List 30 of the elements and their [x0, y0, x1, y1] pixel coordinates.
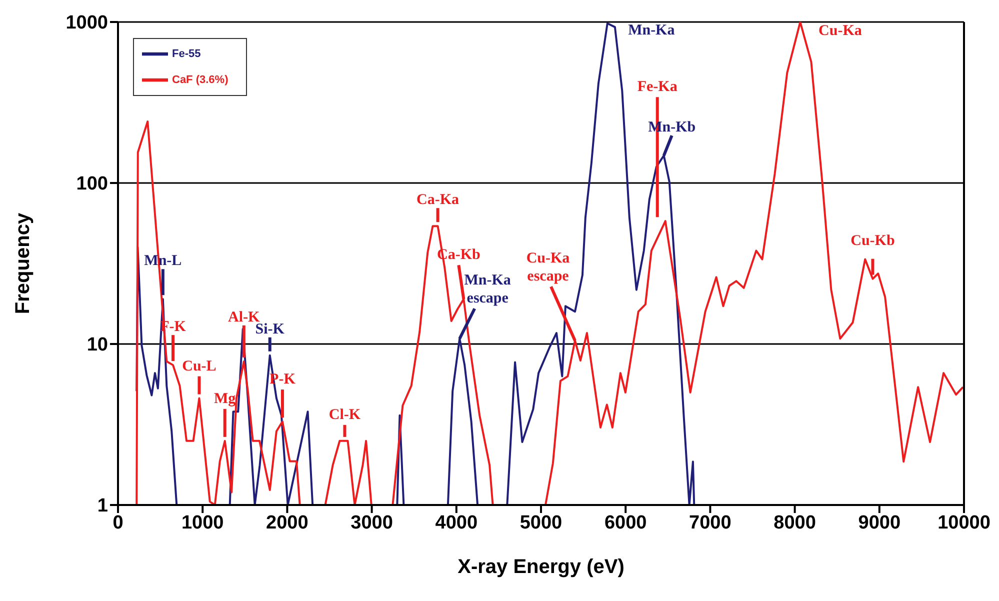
- x-tick-label: 1000: [181, 512, 224, 534]
- y-tick-label: 100: [76, 174, 108, 195]
- x-tick-label: 6000: [604, 512, 647, 534]
- annotation: Cu-Ka escape: [526, 250, 570, 285]
- legend-label: Fe-55: [172, 48, 201, 60]
- x-tick-label: 0: [112, 512, 124, 534]
- x-tick-label: 7000: [689, 512, 732, 534]
- annotation: Si-K: [255, 321, 285, 338]
- annotation: Fe-Ka: [637, 79, 678, 96]
- x-tick-label: 9000: [858, 512, 901, 534]
- x-tick-label: 10000: [938, 512, 990, 534]
- legend-label: CaF (3.6%): [172, 74, 228, 86]
- y-tick-label: 1: [97, 496, 108, 517]
- x-tick-label: 5000: [520, 512, 562, 534]
- annotation: Cu-Ka: [818, 23, 862, 39]
- x-tick-label: 3000: [350, 512, 393, 534]
- y-tick-label: 1000: [66, 12, 108, 34]
- x-axis-title: X-ray Energy (eV): [458, 556, 624, 578]
- annotation: Mn-Ka: [628, 22, 676, 38]
- annotation: Mg: [214, 390, 236, 407]
- x-tick-label: 8000: [774, 512, 816, 534]
- x-tick-label: 2000: [266, 512, 308, 534]
- x-tick-label: 4000: [435, 512, 478, 534]
- annotation: Cu-Kb: [850, 232, 895, 249]
- annotation: Cu-L: [182, 358, 216, 374]
- annotation: Ca-Ka: [416, 192, 460, 208]
- annotation: Cl-K: [328, 406, 361, 423]
- y-axis-title: Frequency: [12, 212, 34, 314]
- annotation: Mn-Ka escape: [464, 272, 512, 307]
- y-tick-label: 10: [86, 334, 108, 356]
